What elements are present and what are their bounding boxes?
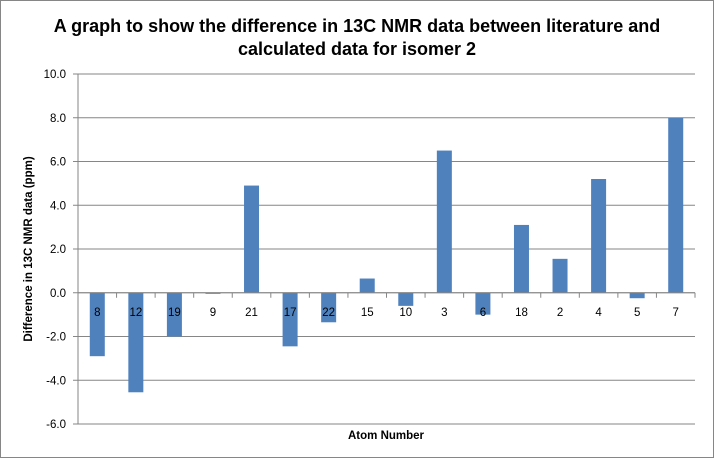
category-label: 12 xyxy=(129,307,142,319)
y-tick-label: 8.0 xyxy=(50,113,66,125)
chart-title-line-1: A graph to show the difference in 13C NM… xyxy=(54,16,660,36)
category-label: 2 xyxy=(557,307,563,319)
y-tick-label: 10.0 xyxy=(44,69,66,81)
y-tick-label: -6.0 xyxy=(46,419,66,431)
x-axis xyxy=(77,292,696,298)
bar-atom-6 xyxy=(475,292,491,315)
y-tick-label: 2.0 xyxy=(50,244,66,256)
category-label: 7 xyxy=(673,307,679,319)
category-label: 21 xyxy=(245,307,258,319)
bar-atom-15 xyxy=(359,278,375,293)
bar-atom-9 xyxy=(205,292,221,294)
category-label: 15 xyxy=(361,307,374,319)
y-tick-labels: 10.0 8.0 6.0 4.0 2.0 0.0 -2.0 -4.0 -6.0 xyxy=(44,69,78,431)
category-label: 22 xyxy=(322,307,335,319)
category-label: 18 xyxy=(515,307,528,319)
bar-atom-8 xyxy=(89,292,105,357)
bar-atom-12 xyxy=(128,292,144,393)
y-axis-label: Difference in 13C NMR data (ppm) xyxy=(23,156,35,341)
bar-atom-5 xyxy=(629,292,645,299)
bar-atom-18 xyxy=(513,224,529,293)
y-tick-label: -4.0 xyxy=(46,375,66,387)
y-tick-label: 4.0 xyxy=(50,200,66,212)
category-label: 3 xyxy=(441,307,447,319)
bar-atom-7 xyxy=(668,117,684,293)
category-label: 19 xyxy=(168,307,181,319)
bar-atom-3 xyxy=(436,150,452,293)
chart-title-line-2: calculated data for isomer 2 xyxy=(238,39,476,59)
category-label: 6 xyxy=(480,307,486,319)
bar-atom-2 xyxy=(552,258,568,293)
category-label: 9 xyxy=(210,307,216,319)
y-tick-label: 0.0 xyxy=(50,288,66,300)
bar-atom-10 xyxy=(398,292,414,306)
bar-atom-19 xyxy=(166,292,182,337)
bar-atom-4 xyxy=(591,179,607,293)
category-labels: 8 12 19 9 21 17 22 15 10 3 6 18 2 4 5 7 xyxy=(94,307,679,319)
category-label: 17 xyxy=(284,307,297,319)
category-label: 5 xyxy=(634,307,640,319)
x-axis-label: Atom Number xyxy=(348,430,425,442)
bars xyxy=(89,117,684,393)
category-label: 10 xyxy=(399,307,412,319)
y-tick-label: 6.0 xyxy=(50,157,66,169)
category-label: 8 xyxy=(94,307,100,319)
category-label: 4 xyxy=(595,307,602,319)
bar-atom-21 xyxy=(244,185,260,293)
bar-atom-17 xyxy=(282,292,298,347)
bar-atom-22 xyxy=(321,292,337,323)
y-tick-label: -2.0 xyxy=(46,332,66,344)
